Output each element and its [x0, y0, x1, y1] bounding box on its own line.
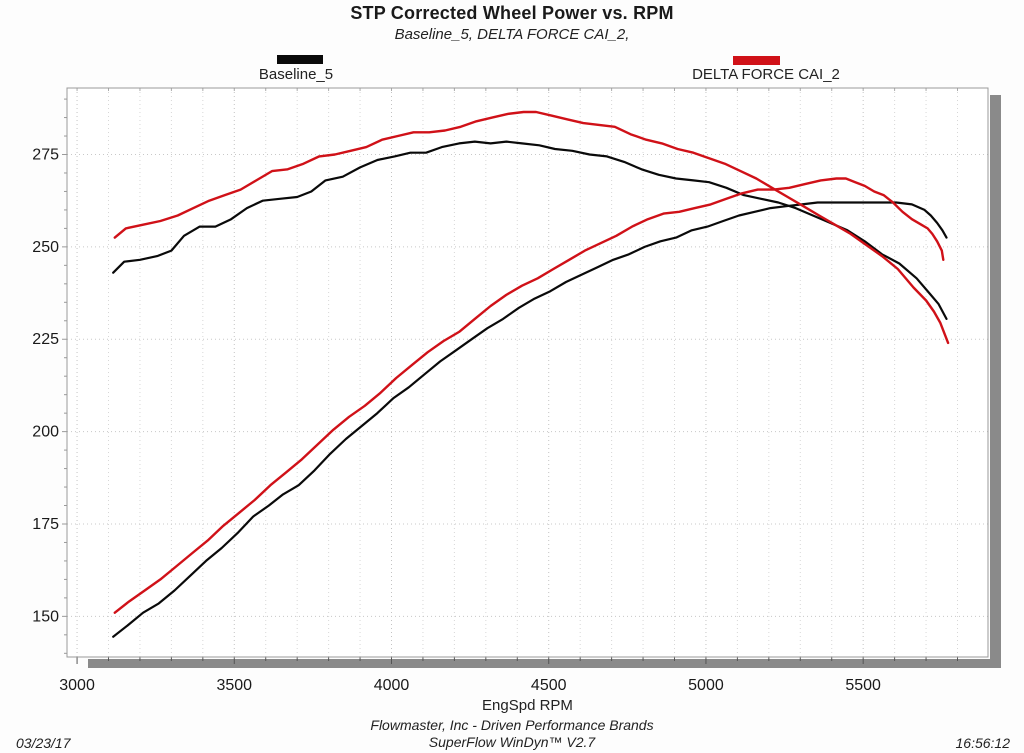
plot-shadow-bottom — [88, 659, 1001, 668]
y-tick-label: 225 — [32, 331, 59, 348]
y-tick-label: 200 — [32, 424, 59, 441]
curve-delta-force-cai-2-torque — [113, 110, 950, 345]
footer-date: 03/23/17 — [16, 735, 71, 751]
x-axis-title: EngSpd RPM — [482, 697, 573, 714]
footer-time: 16:56:12 — [955, 735, 1011, 751]
x-tick-label: 4500 — [531, 677, 567, 694]
footer-software: SuperFlow WinDyn™ V2.7 — [428, 734, 596, 750]
plot-background — [67, 88, 988, 657]
legend-label-baseline: Baseline_5 — [258, 66, 334, 83]
y-tick-label: 175 — [32, 516, 59, 533]
y-tick-label: 150 — [32, 608, 59, 625]
x-tick-label: 5500 — [845, 677, 881, 694]
x-tick-label: 3500 — [216, 677, 252, 694]
x-tick-label: 3000 — [59, 677, 95, 694]
curve-baseline-5-power — [112, 201, 948, 638]
chart-subtitle: Baseline_5, DELTA FORCE CAI_2, — [394, 26, 630, 43]
legend-label-delta-force: DELTA FORCE CAI_2 — [692, 66, 840, 83]
legend-swatch-delta-force — [733, 56, 780, 65]
plot-border — [66, 87, 989, 658]
x-tick-label: 4000 — [374, 677, 410, 694]
plot-shadow-right — [990, 95, 1001, 668]
legend-swatch-baseline — [277, 55, 323, 64]
y-tick-label: 275 — [32, 147, 59, 164]
y-tick-label: 250 — [32, 239, 59, 256]
curve-baseline-5-torque — [112, 140, 948, 320]
chart-title: STP Corrected Wheel Power vs. RPM — [350, 3, 674, 23]
x-tick-label: 5000 — [688, 677, 724, 694]
footer-company: Flowmaster, Inc - Driven Performance Bra… — [370, 717, 654, 733]
curve-delta-force-cai-2-power — [113, 177, 945, 614]
